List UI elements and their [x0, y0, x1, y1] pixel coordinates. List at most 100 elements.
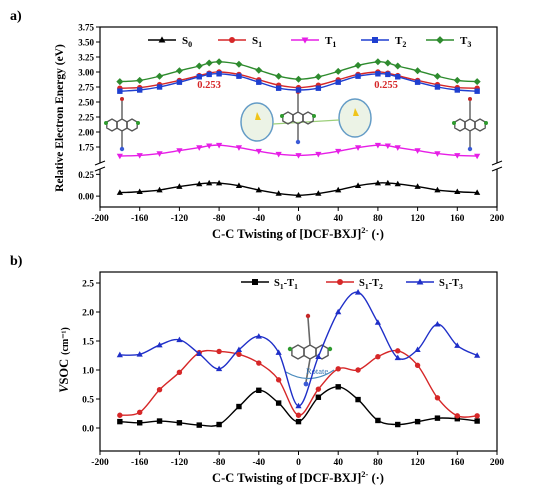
data-point-s0	[206, 179, 213, 186]
data-point-t2	[474, 88, 480, 94]
data-point-s1-t2	[236, 351, 242, 358]
data-point-s1-t2	[355, 367, 361, 373]
data-point-s1-t1	[395, 421, 401, 428]
molecule-atom	[119, 146, 125, 152]
legend-label-sub: 2	[379, 282, 383, 291]
x-tick-label: 160	[450, 458, 465, 468]
data-point-s1-t3	[255, 333, 262, 339]
legend-label-s1-t1: S1-T1	[274, 278, 298, 291]
legend-label-sub: 1	[280, 282, 284, 291]
series-s0	[116, 179, 481, 198]
molecule-atom	[287, 346, 293, 352]
data-point-s1-t2	[275, 377, 282, 383]
data-point-t3	[275, 72, 283, 80]
legend-label-sub: 1	[332, 40, 336, 49]
molecule-atom	[468, 97, 472, 101]
x-tick-label: -120	[171, 458, 189, 468]
data-point-t1	[295, 153, 302, 159]
legend-marker-s1-t1	[252, 279, 258, 285]
data-point-s1-t1	[176, 420, 183, 426]
data-point-s1-t3	[315, 353, 322, 359]
legend-marker-s1-t2	[337, 279, 343, 285]
data-point-t1	[235, 145, 243, 151]
data-point-s1-t3	[235, 346, 243, 352]
annotation-barrier: 0.255	[374, 80, 398, 91]
data-point-s1-t3	[136, 351, 143, 357]
data-point-s1-t1	[236, 403, 242, 410]
y-tick-label: 0.0	[82, 425, 94, 435]
series-t2	[117, 71, 480, 94]
legend-label-s1-t2: S1-T2	[359, 278, 383, 291]
data-point-s1-t1	[137, 420, 143, 426]
x-tick-label: -80	[213, 214, 226, 224]
y-tick-label: 1.0	[82, 367, 94, 377]
molecule-inset-left	[104, 97, 140, 152]
annotation-barrier: 0.253	[197, 80, 221, 91]
legend-marker-s1	[229, 37, 235, 43]
data-point-t2	[196, 74, 202, 80]
data-point-t2	[454, 87, 460, 93]
x-tick-label: 200	[490, 214, 505, 224]
data-point-t1	[394, 145, 401, 151]
data-point-t3	[235, 60, 243, 68]
x-tick-label: -40	[252, 214, 265, 224]
data-point-s0	[384, 179, 391, 186]
x-tick-label: -160	[131, 458, 149, 468]
x-tick-label: -80	[213, 458, 226, 468]
panel-b-legend: S1-T1 S1-T2 S1-T3	[241, 278, 463, 291]
data-point-s0	[176, 183, 183, 189]
data-point-t1	[275, 151, 282, 158]
data-point-t1	[414, 148, 421, 154]
data-point-t1	[156, 151, 163, 157]
molecule-atom	[452, 121, 456, 125]
x-tick-label: 0	[296, 214, 301, 224]
data-point-s1-t3	[474, 352, 481, 358]
data-point-s1-t1	[434, 415, 441, 421]
axis-break-gap	[94, 163, 106, 169]
x-tick-label: 40	[333, 458, 343, 468]
molecule-atom	[104, 121, 108, 125]
x-tick-label: -40	[252, 458, 265, 468]
legend-label-main: T	[395, 35, 403, 47]
data-point-s1-t3	[434, 320, 441, 327]
data-point-s0	[156, 186, 163, 193]
data-point-s1-t1	[216, 421, 222, 428]
data-point-s1-t1	[156, 418, 163, 424]
data-point-s1-t1	[474, 418, 480, 424]
data-point-t2	[137, 87, 143, 93]
data-point-s1-t3	[176, 336, 183, 343]
data-point-t2	[275, 85, 282, 91]
orbital-lobe	[353, 108, 359, 116]
data-point-s1-t2	[335, 366, 341, 372]
rotate-arrow	[285, 369, 335, 380]
y-tick-label: 3.00	[78, 68, 94, 78]
data-point-t1	[176, 148, 183, 154]
molecule-ring	[282, 111, 294, 125]
series-line-s1-t3	[119, 291, 478, 407]
molecule-ring	[464, 118, 476, 132]
molecule-ring	[303, 344, 317, 360]
molecule-ring	[291, 344, 305, 360]
data-point-t3	[215, 58, 223, 66]
data-point-s1-t3	[454, 342, 461, 348]
data-point-t2	[335, 79, 341, 85]
data-point-t3	[374, 58, 382, 66]
data-point-t2	[355, 73, 361, 79]
data-point-s1-t2	[414, 362, 421, 369]
legend-label-sub: 1	[294, 282, 298, 291]
data-point-s1-t2	[454, 413, 460, 419]
legend-label-s1-t3: S1-T3	[439, 278, 463, 291]
molecule-atom	[312, 114, 316, 118]
orbital-highlight-left	[240, 102, 274, 142]
data-point-s1-t3	[215, 365, 223, 372]
data-point-t1	[196, 145, 203, 151]
molecule-atom	[280, 114, 284, 118]
data-point-t2	[256, 79, 262, 85]
panel-a-axis-break	[94, 160, 503, 172]
series-s1-t1	[117, 384, 480, 428]
data-point-s1-t3	[394, 354, 401, 361]
data-point-t3	[433, 72, 441, 80]
legend-marker-s0	[158, 36, 166, 43]
axis-break-line	[94, 166, 106, 172]
panel-a-frame	[99, 26, 498, 208]
